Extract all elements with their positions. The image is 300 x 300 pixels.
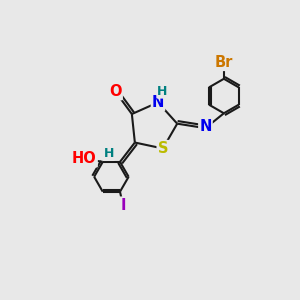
Text: S: S [158, 141, 168, 156]
Text: N: N [152, 95, 164, 110]
Text: N: N [199, 119, 212, 134]
Text: Br: Br [215, 55, 233, 70]
Text: O: O [109, 84, 122, 99]
Text: I: I [120, 198, 126, 213]
Text: H: H [103, 147, 114, 160]
Text: HO: HO [72, 152, 97, 166]
Text: H: H [157, 85, 168, 98]
